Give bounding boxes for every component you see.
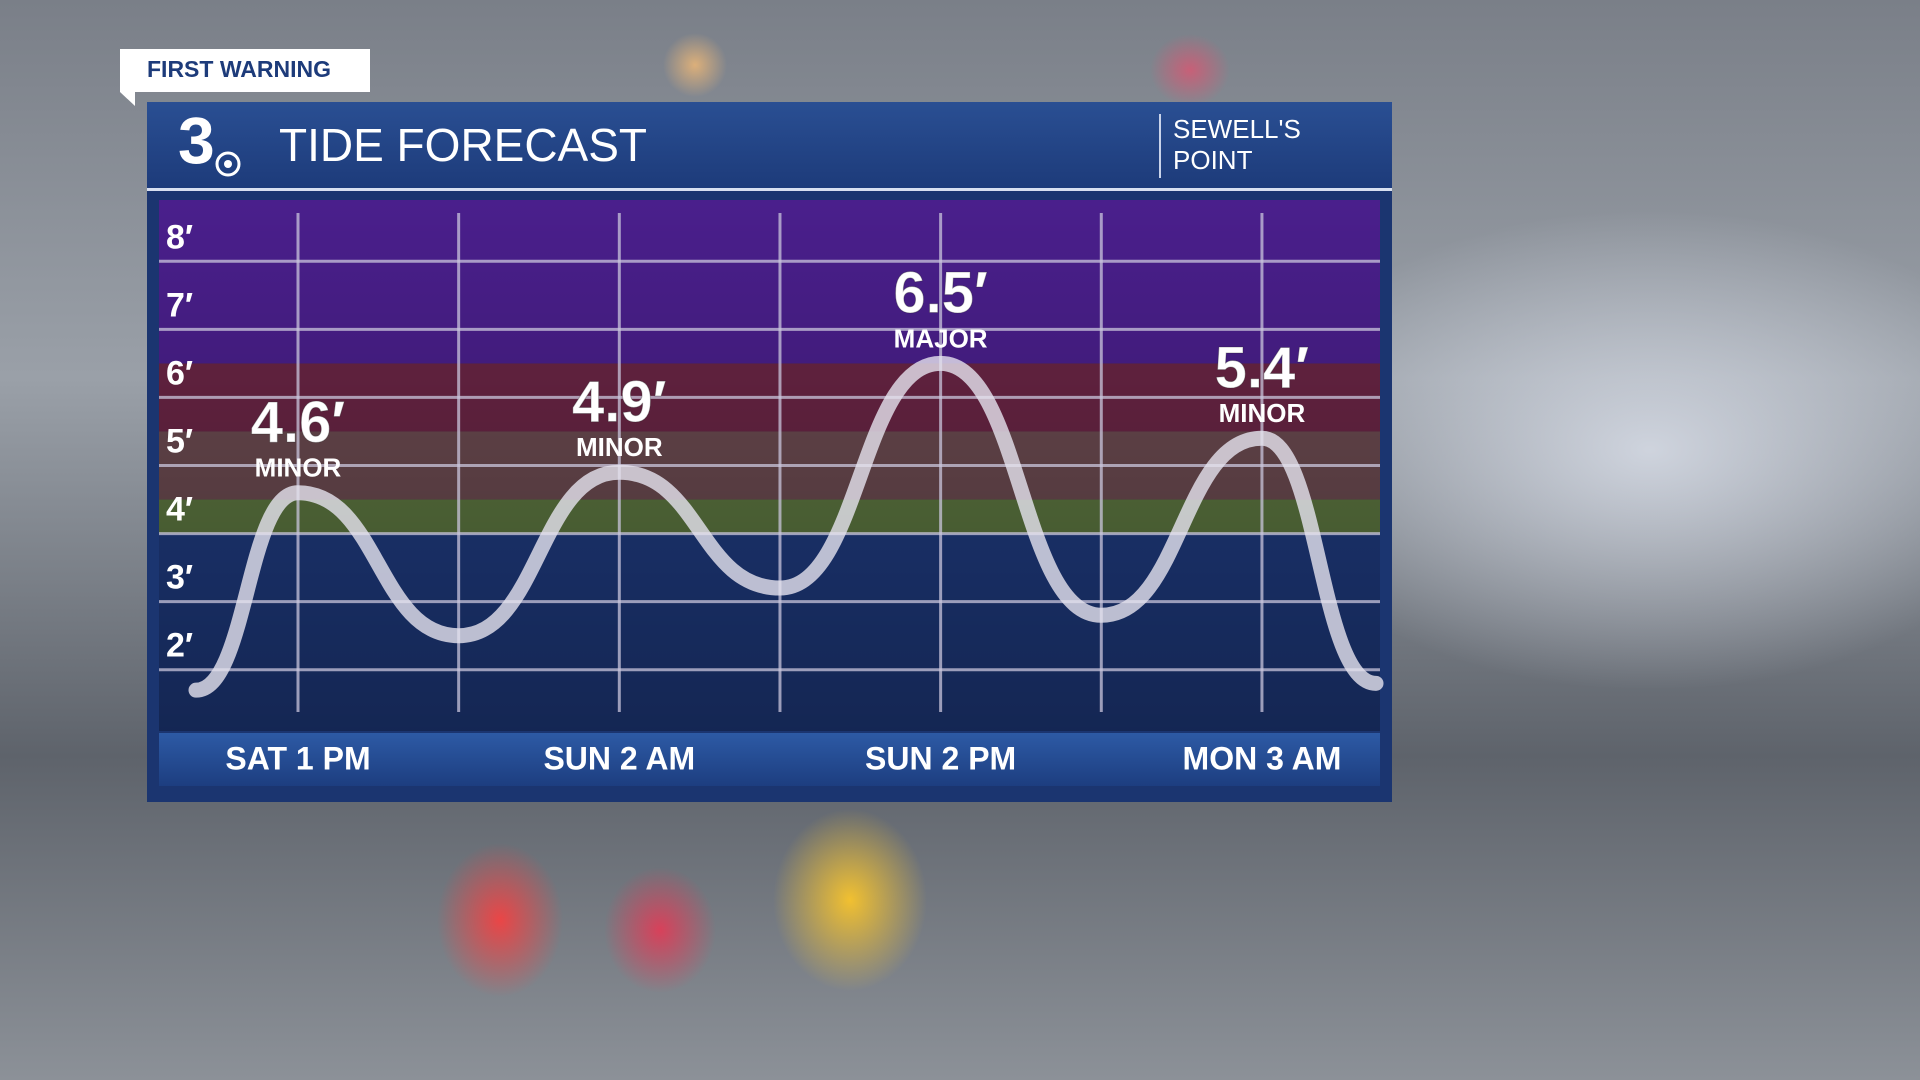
y-tick-label: 5′: [166, 422, 193, 460]
severity-label: MAJOR: [894, 323, 988, 353]
severity-label: MINOR: [1219, 398, 1306, 428]
x-tick-label: SUN 2 PM: [865, 740, 1016, 776]
logo-pupil: [224, 160, 232, 168]
badge-box: [120, 49, 370, 106]
severity-label: MINOR: [576, 432, 663, 462]
tide-line: [188, 355, 1384, 698]
x-tick-label: SUN 2 AM: [543, 740, 695, 776]
y-tick-label: 8′: [166, 218, 193, 256]
logo: 3: [178, 103, 215, 177]
chart-title: TIDE FORECAST: [279, 119, 647, 171]
logo-eye: [215, 151, 241, 177]
value-label: 5.4′: [1215, 336, 1310, 401]
value-label: 6.5′: [893, 261, 988, 326]
y-tick-label: 3′: [166, 559, 193, 597]
header: [147, 102, 1392, 188]
y-tick-label: 4′: [166, 491, 193, 529]
y-tick-label: 6′: [166, 354, 193, 392]
location-line: SEWELL'S: [1173, 114, 1301, 144]
badge: FIRST WARNING: [147, 56, 331, 82]
x-tick-label: SAT 1 PM: [225, 740, 370, 776]
y-tick-label: 2′: [166, 627, 193, 665]
location-line: POINT: [1173, 145, 1253, 175]
severity-label: MINOR: [255, 453, 342, 483]
x-strip: [159, 733, 1380, 786]
header-rule: [147, 188, 1392, 191]
y-tick-label: 7′: [166, 286, 193, 324]
value-label: 4.9′: [572, 370, 667, 435]
x-tick-label: MON 3 AM: [1183, 740, 1342, 776]
value-label: 4.6′: [251, 390, 346, 455]
plot: [159, 200, 1384, 731]
